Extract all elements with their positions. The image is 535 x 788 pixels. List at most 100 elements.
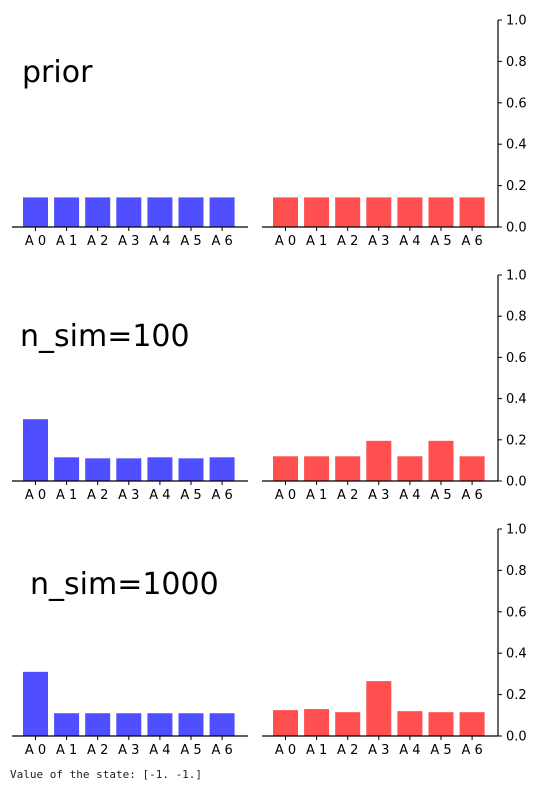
y-tick-label: 0.0 bbox=[506, 475, 527, 490]
panel-title: prior bbox=[22, 55, 93, 90]
y-tick-label: 0.6 bbox=[506, 96, 527, 111]
y-tick-label: 0.4 bbox=[506, 138, 527, 153]
x-tick-label: A 1 bbox=[306, 234, 327, 249]
x-tick-label: A 0 bbox=[25, 234, 46, 249]
bar-left bbox=[116, 197, 142, 227]
x-tick-label: A 1 bbox=[56, 488, 77, 503]
bar-left bbox=[209, 197, 235, 227]
bar-left bbox=[178, 713, 204, 736]
x-tick-label: A 2 bbox=[337, 234, 358, 249]
bar-right bbox=[428, 712, 454, 736]
bar-right bbox=[428, 197, 454, 227]
x-tick-label: A 1 bbox=[56, 743, 77, 758]
bar-left bbox=[54, 713, 80, 736]
bar-right bbox=[273, 197, 298, 227]
state-value-caption: Value of the state: [-1. -1.] bbox=[10, 768, 203, 781]
x-tick-label: A 3 bbox=[118, 234, 139, 249]
x-tick-label: A 6 bbox=[211, 488, 232, 503]
bar-right bbox=[366, 681, 392, 736]
y-tick-label: 0.0 bbox=[506, 730, 527, 745]
bar-right bbox=[459, 197, 485, 227]
x-tick-label: A 0 bbox=[275, 234, 296, 249]
x-tick-label: A 0 bbox=[275, 743, 296, 758]
x-tick-label: A 2 bbox=[87, 743, 108, 758]
bar-right bbox=[397, 456, 423, 481]
bar-right bbox=[335, 197, 361, 227]
bar-right bbox=[304, 709, 330, 736]
bar-left bbox=[85, 458, 111, 481]
y-tick-label: 0.8 bbox=[506, 310, 527, 325]
x-tick-label: A 3 bbox=[118, 488, 139, 503]
x-tick-label: A 5 bbox=[180, 488, 201, 503]
x-tick-label: A 5 bbox=[430, 234, 451, 249]
x-tick-label: A 6 bbox=[461, 743, 482, 758]
x-tick-label: A 2 bbox=[87, 488, 108, 503]
x-tick-label: A 3 bbox=[368, 488, 389, 503]
x-tick-label: A 1 bbox=[56, 234, 77, 249]
y-tick-label: 1.0 bbox=[506, 523, 527, 538]
y-tick-label: 0.2 bbox=[506, 179, 527, 194]
panel-title: n_sim=100 bbox=[20, 319, 190, 354]
y-tick-label: 0.4 bbox=[506, 647, 527, 662]
x-tick-label: A 4 bbox=[399, 743, 420, 758]
x-tick-label: A 1 bbox=[306, 743, 327, 758]
panel-title: n_sim=1000 bbox=[30, 567, 219, 602]
bar-left bbox=[147, 713, 173, 736]
bar-right bbox=[459, 712, 485, 736]
x-tick-label: A 4 bbox=[149, 743, 170, 758]
x-tick-label: A 5 bbox=[430, 488, 451, 503]
x-tick-label: A 3 bbox=[368, 743, 389, 758]
y-tick-label: 0.2 bbox=[506, 433, 527, 448]
x-tick-label: A 0 bbox=[25, 488, 46, 503]
x-tick-label: A 2 bbox=[337, 743, 358, 758]
x-tick-label: A 1 bbox=[306, 488, 327, 503]
bar-left bbox=[23, 197, 48, 227]
bar-left bbox=[85, 197, 111, 227]
x-tick-label: A 5 bbox=[180, 743, 201, 758]
bar-right bbox=[304, 456, 330, 481]
bar-right bbox=[273, 710, 298, 736]
bar-left bbox=[209, 457, 235, 481]
bar-right bbox=[428, 440, 454, 481]
bar-left bbox=[209, 713, 235, 736]
x-tick-label: A 2 bbox=[87, 234, 108, 249]
bar-left bbox=[85, 713, 111, 736]
bar-left bbox=[54, 457, 80, 481]
y-tick-label: 0.2 bbox=[506, 688, 527, 703]
x-tick-label: A 2 bbox=[337, 488, 358, 503]
x-tick-label: A 0 bbox=[25, 743, 46, 758]
x-tick-label: A 4 bbox=[149, 488, 170, 503]
bar-left bbox=[54, 197, 80, 227]
y-tick-label: 0.6 bbox=[506, 351, 527, 366]
y-tick-label: 0.8 bbox=[506, 55, 527, 70]
y-tick-label: 0.4 bbox=[506, 392, 527, 407]
bar-left bbox=[116, 458, 142, 481]
bar-left bbox=[23, 419, 48, 481]
bar-left bbox=[23, 671, 48, 736]
x-tick-label: A 6 bbox=[211, 743, 232, 758]
bar-left bbox=[116, 713, 142, 736]
bar-left bbox=[147, 197, 173, 227]
x-tick-label: A 5 bbox=[430, 743, 451, 758]
bar-left bbox=[178, 197, 204, 227]
bar-right bbox=[273, 456, 298, 481]
y-tick-label: 0.0 bbox=[506, 221, 527, 236]
y-tick-label: 1.0 bbox=[506, 269, 527, 284]
bar-right bbox=[366, 440, 392, 481]
x-tick-label: A 6 bbox=[211, 234, 232, 249]
x-tick-label: A 4 bbox=[399, 488, 420, 503]
x-tick-label: A 5 bbox=[180, 234, 201, 249]
x-tick-label: A 6 bbox=[461, 488, 482, 503]
bar-right bbox=[459, 456, 485, 481]
y-tick-label: 1.0 bbox=[506, 14, 527, 29]
x-tick-label: A 6 bbox=[461, 234, 482, 249]
bar-left bbox=[147, 457, 173, 481]
x-tick-label: A 3 bbox=[118, 743, 139, 758]
bar-right bbox=[366, 197, 392, 227]
bar-right bbox=[304, 197, 330, 227]
y-tick-label: 0.6 bbox=[506, 605, 527, 620]
bar-left bbox=[178, 458, 204, 481]
x-tick-label: A 3 bbox=[368, 234, 389, 249]
y-tick-label: 0.8 bbox=[506, 564, 527, 579]
